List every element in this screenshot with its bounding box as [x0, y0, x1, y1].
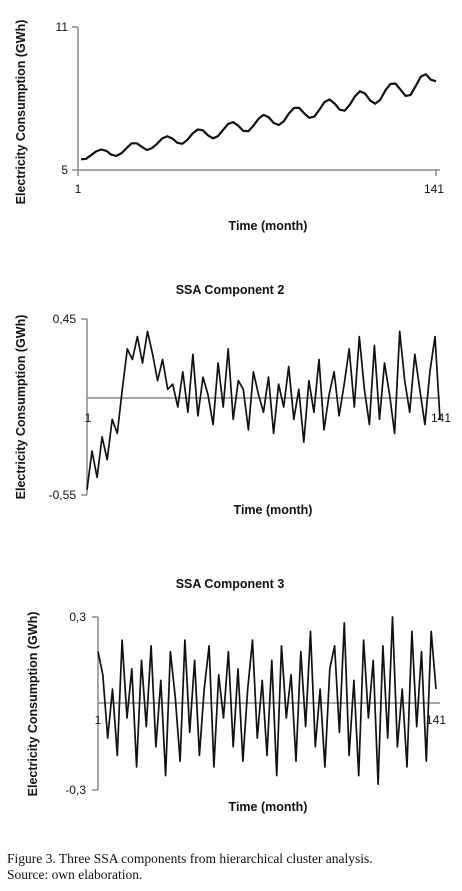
chart-1-y-tick-label-top: 11: [56, 20, 69, 34]
chart-2-y-tick-label-top: 0,45: [53, 312, 77, 326]
chart-3-x-tick-label-right: 141: [426, 713, 446, 727]
figure-charts: 11 5 1 141 Time (month) Electricity Cons…: [14, 20, 451, 814]
chart-2-x-tick-label-left: 1: [85, 411, 92, 425]
chart-3-title: SSA Component 3: [176, 577, 285, 591]
chart-1: 11 5 1 141 Time (month) Electricity Cons…: [14, 20, 444, 233]
chart-3-y-tick-label-top: 0,3: [69, 610, 86, 624]
chart-1-axes: [72, 26, 440, 176]
chart-2: SSA Component 2 0,45 -0,55 1 141 Time (m…: [14, 283, 451, 517]
chart-3: SSA Component 3 0,3 -0,3 1 141 Time (mon…: [26, 577, 446, 814]
chart-1-series-line: [80, 73, 437, 161]
caption-line-1: Figure 3. Three SSA components from hier…: [7, 851, 373, 866]
chart-1-y-axis-label: Electricity Consumption (GWh): [14, 20, 28, 205]
chart-2-series-line: [86, 330, 441, 490]
chart-1-x-tick-label-right: 141: [424, 182, 444, 196]
caption-line-2: Source: own elaboration.: [7, 867, 143, 882]
chart-3-series-line: [97, 616, 437, 786]
chart-1-x-tick-label-left: 1: [75, 182, 82, 196]
chart-2-title: SSA Component 2: [176, 283, 285, 297]
chart-2-x-tick-label-right: 141: [431, 411, 451, 425]
figure-caption: Figure 3. Three SSA components from hier…: [7, 851, 373, 883]
chart-3-x-tick-label-left: 1: [95, 713, 102, 727]
chart-2-y-tick-label-bottom: -0,55: [49, 488, 77, 502]
chart-1-y-tick-label-bottom: 5: [61, 163, 68, 177]
chart-3-x-axis-label: Time (month): [229, 800, 308, 814]
chart-3-y-axis-label: Electricity Consumption (GWh): [26, 612, 40, 797]
chart-2-x-axis-label: Time (month): [234, 503, 313, 517]
chart-1-x-axis-label: Time (month): [229, 219, 308, 233]
chart-3-y-tick-label-bottom: -0,3: [65, 783, 86, 797]
chart-2-y-axis-label: Electricity Consumption (GWh): [14, 315, 28, 500]
